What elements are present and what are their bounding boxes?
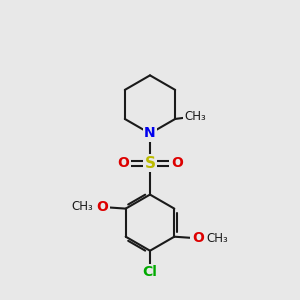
Text: N: N xyxy=(144,127,156,140)
Text: O: O xyxy=(192,231,204,245)
Text: CH₃: CH₃ xyxy=(206,232,228,245)
Text: O: O xyxy=(171,156,183,170)
Text: Cl: Cl xyxy=(142,265,158,279)
Text: O: O xyxy=(117,156,129,170)
Text: CH₃: CH₃ xyxy=(71,200,93,214)
Text: S: S xyxy=(145,156,155,171)
Text: CH₃: CH₃ xyxy=(185,110,206,123)
Text: O: O xyxy=(96,200,108,214)
